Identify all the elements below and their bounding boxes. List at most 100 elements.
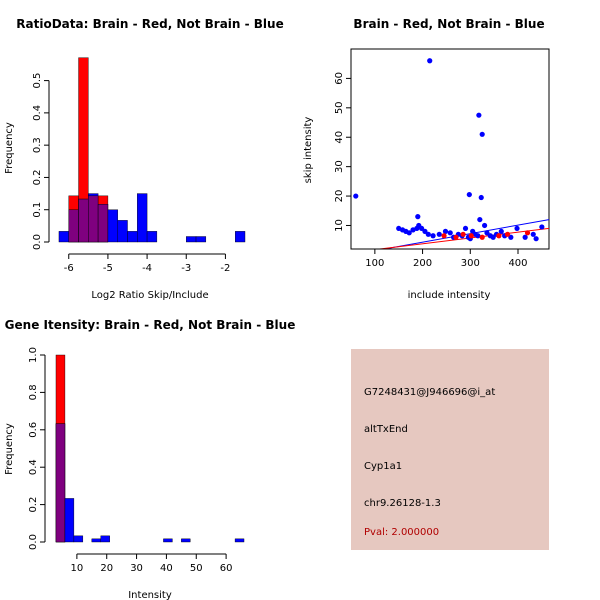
intensity-histogram-bar-not-brain bbox=[73, 535, 84, 543]
ratio-histogram-bar-not-brain bbox=[58, 231, 69, 243]
scatter-y-label: skip intensity bbox=[303, 117, 314, 184]
scatter-y-tick-label: 40 bbox=[334, 131, 345, 144]
ratio-histogram-x-tick-label: -3 bbox=[181, 263, 191, 274]
scatter-x-tick-label: 300 bbox=[461, 258, 480, 269]
intensity-histogram-bar-not-brain bbox=[181, 538, 191, 543]
location-text: chr9.26128-1.3 bbox=[364, 498, 441, 509]
ratio-histogram-y-tick-label: 0.4 bbox=[32, 105, 43, 121]
intensity-histogram-x-tick-label: 10 bbox=[71, 563, 84, 574]
scatter-point-not-brain bbox=[422, 228, 428, 234]
intensity-histogram-bar-not-brain bbox=[100, 535, 110, 543]
scatter-point-not-brain bbox=[476, 112, 482, 118]
ratio-histogram-y-tick-label: 0.5 bbox=[32, 73, 43, 89]
scatter-point-brain bbox=[524, 230, 531, 236]
scatter-point-not-brain bbox=[427, 58, 433, 64]
scatter-point-not-brain bbox=[442, 228, 449, 234]
ratio-histogram-bar-not-brain bbox=[235, 231, 246, 243]
ratio-histogram-x-tick-label: -5 bbox=[103, 263, 113, 274]
scatter-y-tick-label: 50 bbox=[334, 101, 345, 114]
ratio-histogram-y-label: Frequency bbox=[4, 122, 15, 174]
scatter-fit-lines bbox=[379, 219, 550, 250]
intensity-histogram-panel: Gene Itensity: Brain - Red, Not Brain - … bbox=[4, 318, 295, 600]
scatter-point-not-brain bbox=[436, 231, 442, 237]
scatter-point-not-brain bbox=[484, 230, 490, 236]
scatter-point-brain bbox=[496, 233, 502, 239]
scatter-point-not-brain bbox=[514, 225, 520, 232]
ratio-histogram-bar-not-brain bbox=[107, 209, 118, 243]
fit-line-not-brain bbox=[384, 219, 550, 250]
scatter-point-brain bbox=[453, 234, 459, 240]
scatter-point-brain bbox=[504, 231, 511, 237]
ratio-histogram-bar-overlap bbox=[68, 209, 79, 243]
event-type-text: altTxEnd bbox=[364, 424, 408, 435]
scatter-point-not-brain bbox=[477, 216, 483, 223]
scatter-point-brain bbox=[460, 231, 466, 237]
scatter-point-not-brain bbox=[498, 228, 504, 234]
intensity-histogram-x-tick-label: 40 bbox=[160, 563, 173, 574]
fit-line-brain bbox=[379, 227, 550, 250]
ratio-histogram-bar-not-brain bbox=[117, 220, 128, 243]
ratio-histogram-x-tick-label: -2 bbox=[220, 263, 230, 274]
scatter-panel: Brain - Red, Not Brain - Blue include in… bbox=[303, 17, 550, 301]
scatter-point-brain bbox=[441, 233, 447, 239]
scatter-point-not-brain bbox=[475, 233, 481, 239]
scatter-point-not-brain bbox=[419, 225, 425, 232]
ratio-histogram-x-label: Log2 Ratio Skip/Include bbox=[91, 290, 208, 301]
intensity-histogram-y-tick-label: 0.6 bbox=[28, 422, 39, 438]
scatter-point-not-brain bbox=[539, 224, 545, 230]
scatter-title: Brain - Red, Not Brain - Blue bbox=[353, 17, 544, 31]
ratio-histogram-bar-not-brain bbox=[186, 236, 197, 243]
scatter-point-not-brain bbox=[481, 222, 488, 229]
scatter-point-brain bbox=[468, 233, 474, 239]
scatter-point-not-brain bbox=[430, 233, 436, 239]
gene-name-text: Cyp1a1 bbox=[364, 461, 403, 472]
scatter-point-not-brain bbox=[530, 231, 536, 237]
intensity-histogram-bar-not-brain bbox=[91, 538, 101, 543]
scatter-point-not-brain bbox=[447, 230, 453, 236]
scatter-point-not-brain bbox=[522, 234, 528, 240]
ratio-histogram-title: RatioData: Brain - Red, Not Brain - Blue bbox=[16, 17, 283, 31]
scatter-y-tick-label: 20 bbox=[334, 190, 345, 203]
scatter-y-tick-label: 60 bbox=[334, 72, 345, 85]
scatter-point-not-brain bbox=[490, 234, 496, 240]
scatter-x-tick-label: 200 bbox=[413, 258, 432, 269]
scatter-point-not-brain bbox=[533, 236, 539, 242]
intensity-histogram-bars bbox=[55, 354, 245, 543]
intensity-histogram-y-tick-label: 0.0 bbox=[28, 534, 39, 550]
ratio-histogram-bars bbox=[58, 57, 246, 243]
scatter-point-not-brain bbox=[478, 194, 484, 201]
scatter-y-tick-label: 30 bbox=[334, 160, 345, 173]
intensity-histogram-y-label: Frequency bbox=[4, 423, 15, 475]
intensity-histogram-x-tick-label: 50 bbox=[190, 563, 203, 574]
ratio-histogram-bar-overlap bbox=[88, 195, 99, 243]
intensity-histogram-bar-overlap bbox=[55, 423, 66, 543]
ratio-histogram-axes: -6 -5 -4 -3 -2 0.0 0.1 0.2 0.3 0.4 0.5 bbox=[32, 73, 230, 274]
scatter-point-not-brain bbox=[466, 191, 472, 198]
scatter-points bbox=[353, 58, 545, 242]
ratio-histogram-y-tick-label: 0.3 bbox=[32, 137, 43, 153]
ratio-histogram-bar-overlap bbox=[97, 204, 109, 243]
probe-id-text: G7248431@J946696@i_at bbox=[364, 387, 496, 398]
scatter-point-not-brain bbox=[415, 214, 421, 220]
intensity-histogram-bar-not-brain bbox=[163, 538, 173, 543]
intensity-histogram-x-tick-label: 20 bbox=[100, 563, 113, 574]
ratio-histogram-x-tick-label: -4 bbox=[142, 263, 152, 274]
scatter-point-not-brain bbox=[479, 131, 485, 137]
scatter-point-not-brain bbox=[425, 231, 431, 237]
ratio-histogram-panel: RatioData: Brain - Red, Not Brain - Blue… bbox=[4, 17, 284, 301]
info-panel: G7248431@J946696@i_at altTxEnd Cyp1a1 ch… bbox=[351, 349, 549, 550]
intensity-histogram-x-tick-label: 30 bbox=[130, 563, 143, 574]
ratio-histogram-y-tick-label: 0.1 bbox=[32, 202, 43, 218]
intensity-histogram-y-tick-label: 0.8 bbox=[28, 384, 39, 400]
ratio-histogram-y-tick-label: 0.2 bbox=[32, 169, 43, 185]
intensity-histogram-y-tick-label: 1.0 bbox=[28, 347, 39, 363]
ratio-histogram-y-tick-label: 0.0 bbox=[32, 234, 43, 250]
ratio-histogram-bar-not-brain bbox=[195, 236, 207, 243]
scatter-point-not-brain bbox=[406, 230, 412, 236]
intensity-histogram-axes: 10 20 30 40 50 60 0.0 0.2 0.4 0.6 0.8 1.0 bbox=[28, 347, 232, 574]
intensity-histogram-x-tick-label: 60 bbox=[220, 563, 233, 574]
ratio-histogram-bar-overlap bbox=[78, 198, 89, 243]
ratio-histogram-bar-not-brain bbox=[127, 231, 138, 243]
ratio-histogram-bar-not-brain bbox=[146, 231, 158, 243]
